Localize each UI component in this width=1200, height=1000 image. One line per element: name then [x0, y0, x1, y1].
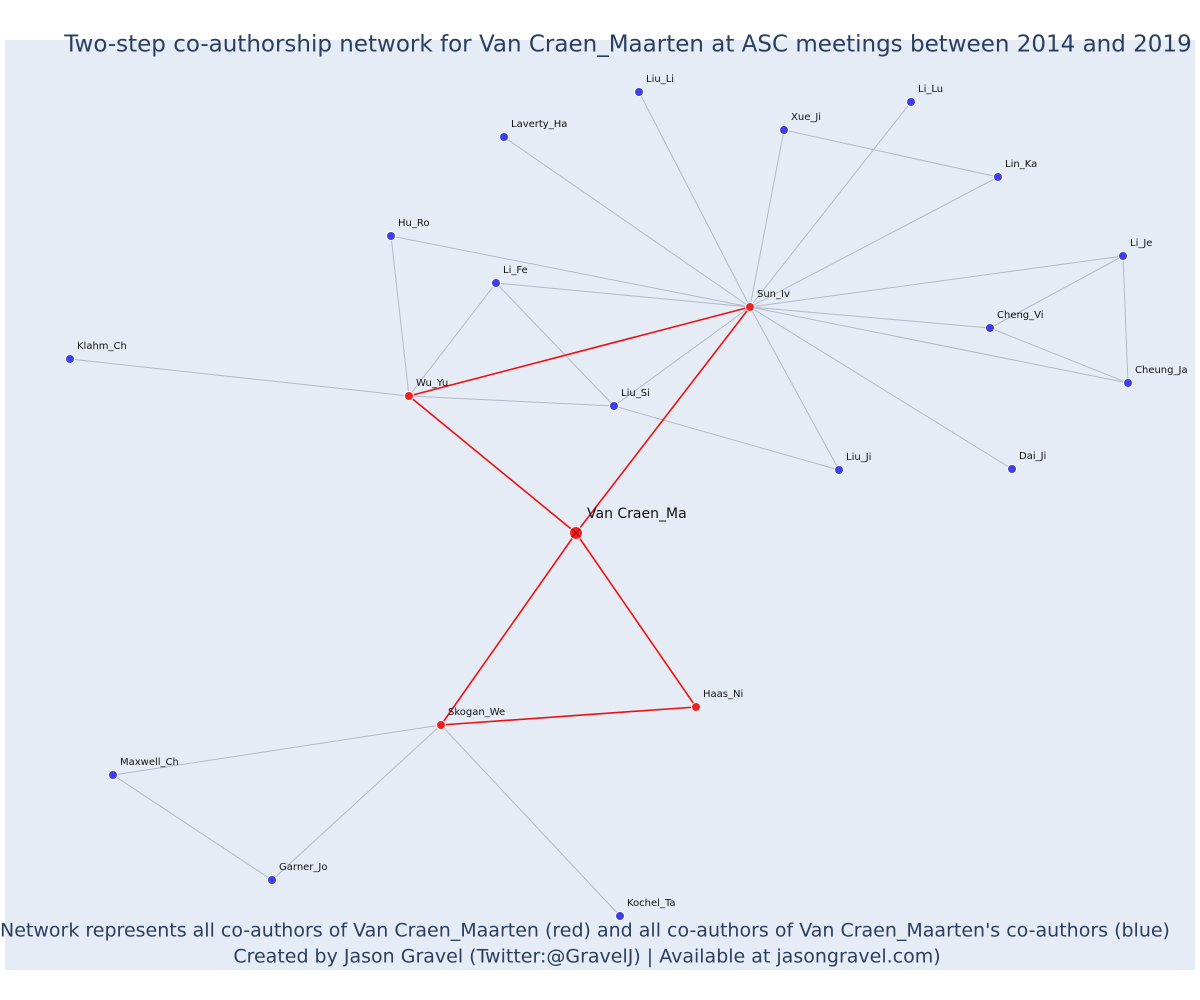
node-label: Xue_Ji — [791, 112, 821, 123]
node — [779, 125, 789, 135]
node — [267, 875, 277, 885]
nodes: Van Craen_Ma Sun_Iv Wu_Yu Skogan_We Haas_Ni L… — [65, 74, 1188, 921]
node-label: Liu_Si — [621, 388, 650, 399]
node-label: Cheng_Vi — [997, 310, 1044, 321]
edge — [749, 306, 1013, 470]
edge — [749, 255, 1124, 308]
node — [1118, 251, 1128, 261]
node — [499, 132, 509, 142]
node-label: Maxwell_Ch — [120, 757, 179, 768]
edge — [390, 235, 410, 397]
node-label: Lin_Ka — [1005, 159, 1037, 170]
edge-primary — [575, 306, 751, 534]
node-label: Haas_Ni — [703, 689, 743, 700]
edge-primary — [408, 395, 577, 534]
node — [1007, 464, 1017, 474]
edge — [1122, 255, 1129, 384]
edge — [271, 724, 442, 881]
edge-primary — [440, 706, 697, 726]
node — [615, 911, 625, 921]
edge — [495, 282, 615, 407]
edge — [440, 724, 621, 917]
node-label: Liu_Li — [646, 74, 674, 85]
node-label: Klahm_Ch — [77, 341, 127, 352]
node-label: Garner_Jo — [279, 862, 327, 873]
node-label: Liu_Ji — [846, 452, 871, 463]
edge — [408, 282, 497, 397]
node-label: Laverty_Ha — [511, 119, 567, 130]
edges — [69, 91, 1129, 917]
edge — [749, 176, 999, 308]
edge — [408, 395, 615, 407]
node — [108, 770, 118, 780]
ego-marker — [571, 528, 581, 538]
edge — [69, 358, 410, 397]
node-label: Kochel_Ta — [627, 898, 676, 909]
caption-line: Created by Jason Gravel (Twitter:@Gravel… — [233, 946, 940, 968]
edge — [749, 306, 991, 329]
plot-background — [5, 40, 1195, 970]
node — [436, 720, 446, 730]
edge-primary — [440, 532, 577, 726]
title: Two-step co-authorship network for Van C… — [63, 32, 1191, 58]
node-label: Cheung_Ja — [1135, 365, 1188, 376]
node — [834, 465, 844, 475]
edge — [749, 101, 912, 308]
edge — [112, 774, 273, 881]
node-label: Hu_Ro — [398, 218, 429, 229]
edge — [613, 306, 751, 407]
edge — [783, 129, 999, 178]
node-label: Sun_Iv — [757, 289, 790, 300]
node-label: Wu_Yu — [416, 378, 448, 389]
node — [985, 323, 995, 333]
node — [386, 231, 396, 241]
caption-line: Network represents all co-authors of Van… — [0, 920, 1170, 942]
edge — [749, 129, 785, 308]
edge — [112, 724, 442, 776]
edge — [749, 306, 1129, 384]
edge — [503, 136, 751, 308]
edge — [390, 235, 751, 308]
node-label: Dai_Ji — [1019, 451, 1046, 462]
edge — [749, 306, 840, 471]
edge — [638, 91, 751, 308]
edge-primary — [408, 306, 751, 397]
node — [491, 278, 501, 288]
node — [1123, 378, 1133, 388]
edge-primary — [575, 532, 697, 708]
node — [65, 354, 75, 364]
node-label: Van Craen_Ma — [587, 506, 687, 522]
node — [634, 87, 644, 97]
edge — [613, 405, 840, 471]
node-label: Li_Lu — [918, 84, 943, 95]
edge — [989, 255, 1124, 329]
node — [745, 302, 755, 312]
node — [906, 97, 916, 107]
edge — [989, 327, 1129, 384]
node — [404, 391, 414, 401]
node — [691, 702, 701, 712]
node — [609, 401, 619, 411]
node-label: Li_Je — [1130, 238, 1152, 249]
node — [993, 172, 1003, 182]
edge — [495, 282, 751, 308]
node-label: Skogan_We — [448, 707, 505, 718]
node-label: Li_Fe — [503, 265, 528, 276]
